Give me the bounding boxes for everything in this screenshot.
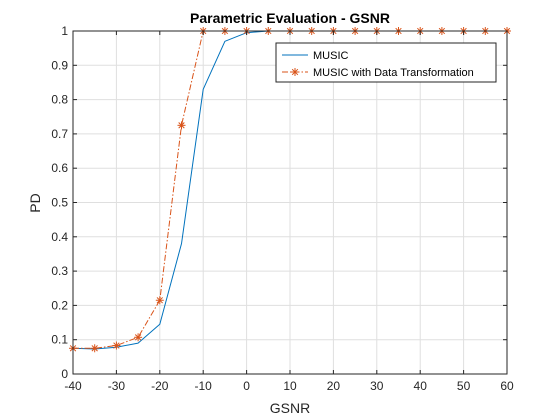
x-tick-label: 20 [327, 379, 341, 393]
ticks: -40 -30 -20 -10 0 10 20 30 40 50 60 0 0.1 0.2 0.3 0.4 0.… [51, 24, 514, 393]
x-tick-label: 30 [370, 379, 384, 393]
x-tick-label: 50 [457, 379, 471, 393]
y-tick-label: 0.6 [51, 161, 68, 175]
data-point-marker [90, 344, 99, 353]
y-tick-label: 0.3 [51, 264, 68, 278]
y-tick-label: 0.2 [51, 298, 68, 312]
data-point-marker [155, 296, 164, 305]
x-axis-label: GSNR [270, 400, 310, 416]
y-tick-label: 0.9 [51, 58, 68, 72]
y-tick-label: 0.4 [51, 230, 68, 244]
data-point-marker [112, 341, 121, 350]
data-point-marker [177, 121, 186, 130]
y-tick-label: 0.5 [51, 196, 68, 210]
legend-label-music-data-transformation: MUSIC with Data Transformation [313, 67, 474, 79]
x-tick-label: -10 [195, 379, 213, 393]
legend-label-music: MUSIC [313, 50, 349, 62]
y-tick-label: 0 [61, 367, 68, 381]
legend: MUSIC MUSIC with Data Transformation [275, 42, 497, 83]
y-tick-label: 0.8 [51, 93, 68, 107]
y-tick-label: 1 [61, 24, 68, 38]
x-tick-label: 60 [500, 379, 514, 393]
y-tick-label: 0.7 [51, 127, 68, 141]
data-point-marker [134, 333, 143, 342]
legend-box [275, 42, 497, 83]
x-tick-label: -40 [64, 379, 82, 393]
x-tick-label: -30 [108, 379, 126, 393]
y-tick-label: 0.1 [51, 333, 68, 347]
legend-asterisk [291, 68, 299, 76]
legend-marker-asterisk [291, 68, 299, 76]
x-tick-label: 10 [283, 379, 297, 393]
x-tick-label: -20 [151, 379, 169, 393]
chart-title: Parametric Evaluation - GSNR [190, 10, 390, 26]
y-axis-label: PD [27, 193, 43, 212]
x-tick-label: 0 [243, 379, 250, 393]
x-tick-label: 40 [414, 379, 428, 393]
